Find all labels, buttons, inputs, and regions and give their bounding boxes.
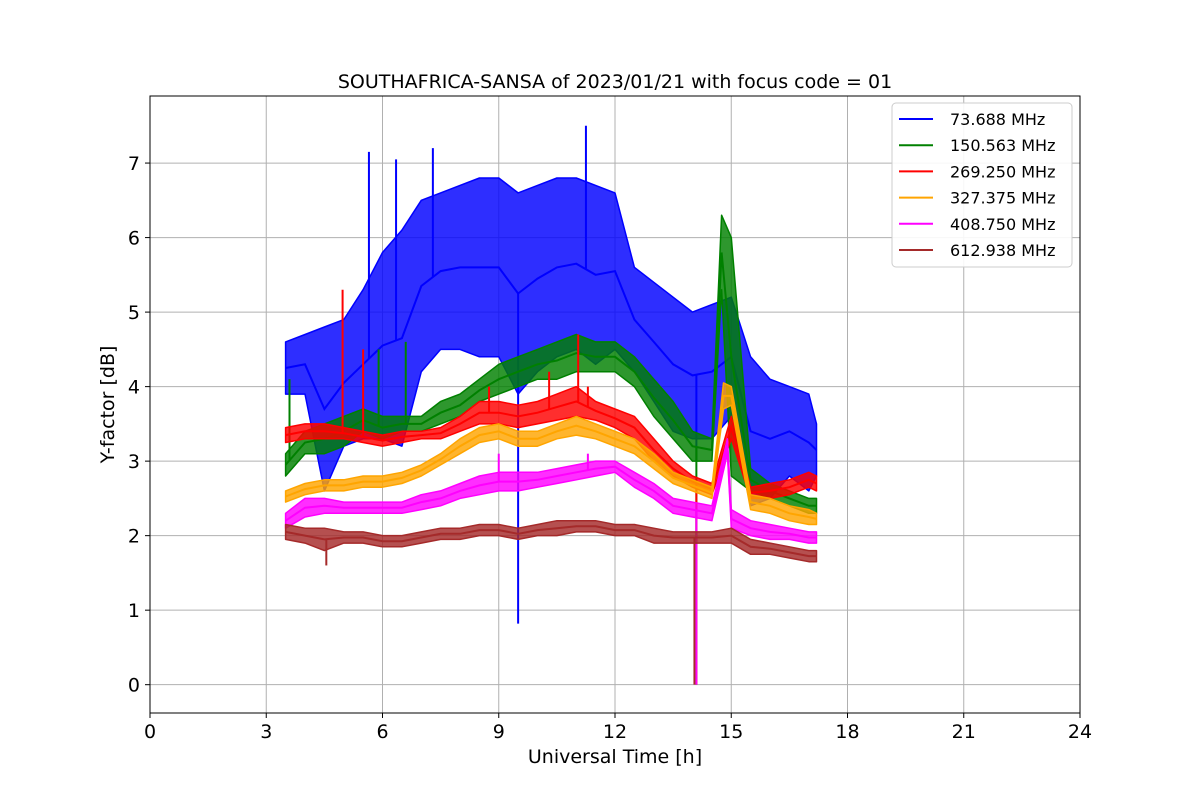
x-tick-label: 12	[603, 721, 627, 743]
y-tick-label: 3	[128, 451, 140, 473]
series-band-327_375-mhz	[284, 382, 818, 526]
x-tick-label: 24	[1068, 721, 1092, 743]
legend-label-150_563-mhz: 150.563 MHz	[950, 136, 1055, 155]
y-tick-label: 6	[128, 228, 140, 250]
legend-box	[891, 102, 1073, 268]
series-line-612_938-mhz	[285, 525, 817, 558]
series-line-269_250-mhz	[285, 400, 817, 494]
series-line-327_375-mhz	[285, 394, 817, 520]
y-tick-label: 2	[128, 526, 140, 548]
legend-label-327_375-mhz: 327.375 MHz	[950, 189, 1055, 208]
y-tick-label: 7	[128, 153, 140, 175]
x-tick-label: 9	[493, 721, 505, 743]
legend: 73.688 MHz 150.563 MHz 269.250 MHz 327.375 …	[891, 102, 1073, 268]
x-tick-label: 18	[835, 721, 859, 743]
legend-label-408_750-mhz: 408.750 MHz	[950, 215, 1055, 234]
y-tick-label: 0	[128, 675, 140, 697]
x-tick-label: 15	[719, 721, 743, 743]
legend-label-269_250-mhz: 269.250 MHz	[950, 162, 1055, 181]
series-band-269_250-mhz	[284, 385, 818, 500]
y-tick-label: 4	[128, 377, 140, 399]
x-axis-label: Universal Time [h]	[528, 746, 702, 768]
y-tick-label: 5	[128, 302, 140, 324]
x-tick-label: 3	[260, 721, 272, 743]
chart-title: SOUTHAFRICA-SANSA of 2023/01/21 with foc…	[338, 71, 892, 93]
series-layer	[284, 125, 818, 685]
legend-label-73_688-mhz: 73.688 MHz	[950, 110, 1045, 129]
y-axis-label: Y-factor [dB]	[97, 346, 119, 465]
series-line-408_750-mhz	[285, 445, 817, 539]
x-tick-label: 0	[144, 721, 156, 743]
legend-label-612_938-mhz: 612.938 MHz	[950, 241, 1055, 260]
series-line-150_563-mhz	[284, 252, 817, 507]
series-band-408_750-mhz	[284, 438, 818, 544]
y-tick-label: 1	[128, 600, 140, 622]
x-tick-label: 21	[952, 721, 976, 743]
x-tick-label: 6	[376, 721, 388, 743]
